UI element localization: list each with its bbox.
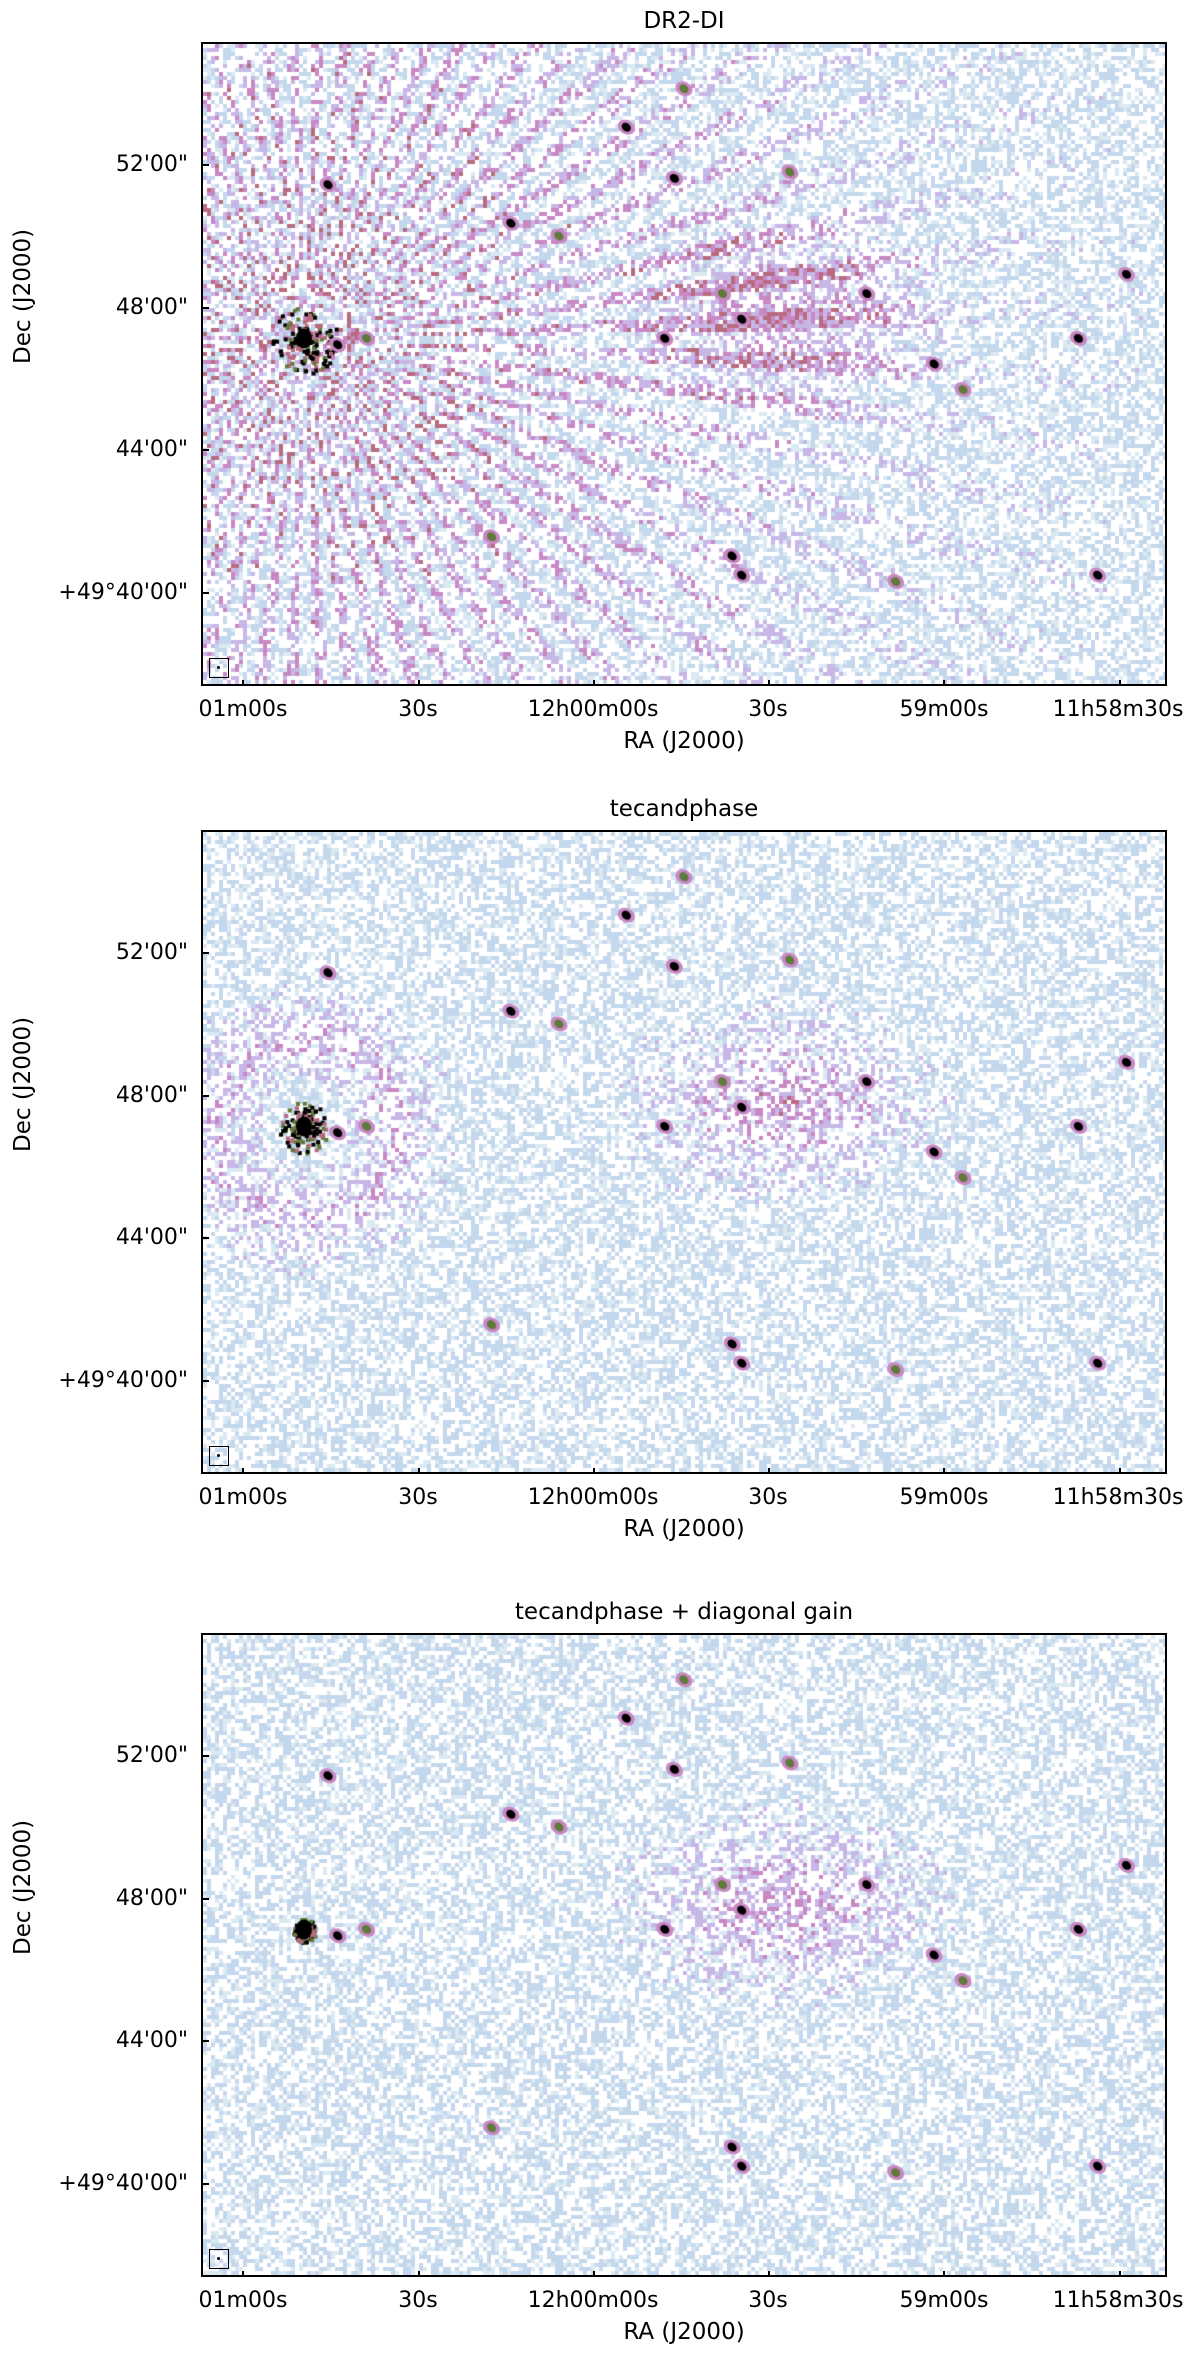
y-tick-label: 44'00" <box>115 2028 188 2053</box>
y-axis-label: Dec (J2000) <box>10 1819 36 1955</box>
beam-icon <box>209 2249 229 2269</box>
x-tick-label: 30s <box>748 2288 788 2313</box>
x-tick <box>242 2271 244 2277</box>
x-tick-label: 11h58m30s <box>1052 1485 1184 1510</box>
x-tick-label: 59m00s <box>899 1485 989 1510</box>
x-tick-label: 11h58m30s <box>1052 697 1184 722</box>
radio-image-frame <box>201 42 1167 686</box>
panel-title: DR2-DI <box>643 8 725 34</box>
y-axis-label: Dec (J2000) <box>10 228 36 364</box>
x-tick <box>242 680 244 686</box>
y-tick <box>203 592 209 594</box>
x-tick <box>768 2271 770 2277</box>
x-tick <box>1119 2271 1121 2277</box>
x-axis-label: RA (J2000) <box>623 1516 745 1542</box>
radio-image <box>203 44 1165 684</box>
beam-icon <box>209 1446 229 1466</box>
x-tick-label: 30s <box>398 2288 438 2313</box>
x-tick <box>242 1468 244 1474</box>
x-tick-label: 59m00s <box>899 2288 989 2313</box>
x-tick <box>418 680 420 686</box>
y-tick <box>203 1380 209 1382</box>
x-tick-label: 12h00m00s <box>527 2288 659 2313</box>
beam-icon <box>209 658 229 678</box>
y-tick <box>203 2040 209 2042</box>
y-tick <box>203 449 209 451</box>
x-tick-label: 11h58m30s <box>1052 2288 1184 2313</box>
y-tick <box>203 2183 209 2185</box>
y-tick-label: 52'00" <box>115 1743 188 1768</box>
x-tick-label: 30s <box>748 697 788 722</box>
x-tick-label: 01m00s <box>198 697 288 722</box>
x-tick-label: 30s <box>398 697 438 722</box>
y-tick <box>203 1237 209 1239</box>
x-tick-label: 12h00m00s <box>527 697 659 722</box>
y-tick-label: +49°40'00" <box>58 2171 188 2196</box>
x-tick <box>1119 680 1121 686</box>
y-tick-label: 52'00" <box>115 152 188 177</box>
y-tick-label: 52'00" <box>115 940 188 965</box>
y-tick <box>203 1095 209 1097</box>
image-panel-2: tecandphase 52'00" 48'00" 44'00" +49°40'… <box>0 788 1200 1571</box>
x-tick-label: 01m00s <box>198 2288 288 2313</box>
x-tick-label: 30s <box>748 1485 788 1510</box>
x-tick <box>593 1468 595 1474</box>
x-tick <box>943 1468 945 1474</box>
y-tick-label: 44'00" <box>115 437 188 462</box>
y-tick-label: +49°40'00" <box>58 1368 188 1393</box>
x-tick <box>418 2271 420 2277</box>
x-tick-label: 59m00s <box>899 697 989 722</box>
x-tick <box>943 2271 945 2277</box>
x-tick-label: 12h00m00s <box>527 1485 659 1510</box>
x-tick <box>418 1468 420 1474</box>
y-axis-label: Dec (J2000) <box>10 1016 36 1152</box>
x-tick-label: 01m00s <box>198 1485 288 1510</box>
y-tick <box>203 952 209 954</box>
x-tick <box>1119 1468 1121 1474</box>
y-tick-label: 48'00" <box>115 1083 188 1108</box>
radio-image-frame <box>201 1633 1167 2277</box>
x-axis-label: RA (J2000) <box>623 728 745 754</box>
x-axis-label: RA (J2000) <box>623 2319 745 2345</box>
y-tick <box>203 1755 209 1757</box>
x-tick <box>943 680 945 686</box>
x-tick <box>768 680 770 686</box>
y-tick-label: 44'00" <box>115 1225 188 1250</box>
image-panel-1: DR2-DI 52'00" 48'00" 44'00" +49°40'00" 0… <box>0 0 1200 783</box>
radio-image <box>203 1635 1165 2275</box>
x-tick <box>768 1468 770 1474</box>
y-tick <box>203 1898 209 1900</box>
radio-image <box>203 832 1165 1472</box>
y-tick-label: 48'00" <box>115 295 188 320</box>
y-tick <box>203 164 209 166</box>
x-tick <box>593 2271 595 2277</box>
panel-title: tecandphase <box>609 796 759 822</box>
y-tick-label: +49°40'00" <box>58 580 188 605</box>
x-tick <box>593 680 595 686</box>
radio-image-frame <box>201 830 1167 1474</box>
x-tick-label: 30s <box>398 1485 438 1510</box>
panel-title: tecandphase + diagonal gain <box>514 1599 854 1625</box>
y-tick <box>203 307 209 309</box>
y-tick-label: 48'00" <box>115 1886 188 1911</box>
image-panel-3: tecandphase + diagonal gain 52'00" 48'00… <box>0 1591 1200 2374</box>
